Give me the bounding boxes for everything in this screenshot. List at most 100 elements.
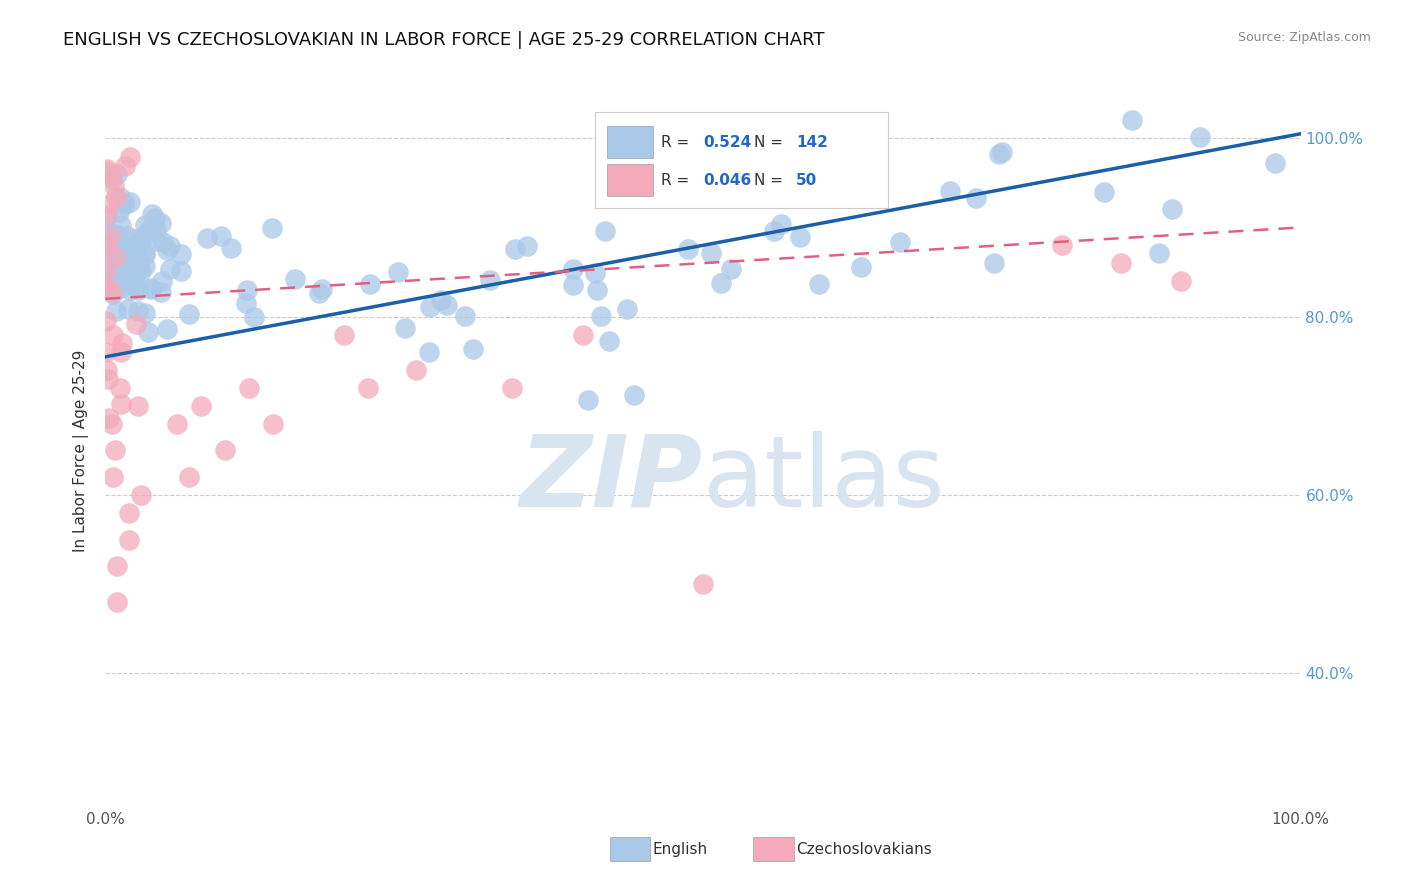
Point [585,283,607,297]
Point [101,236,124,251]
Point [807,277,830,292]
Point [117,241,139,255]
Point [145,222,167,236]
Point [96,344,118,359]
Point [1188,129,1211,144]
Point [118,283,141,297]
Point [115,260,138,275]
Point [105,167,128,181]
Text: English: English [652,842,709,857]
Point [1050,238,1073,252]
Point [107,595,129,609]
Point [101,417,124,431]
Point [988,147,1011,161]
FancyBboxPatch shape [754,838,794,862]
Point [678,242,700,256]
Point [461,342,484,356]
Point [97,372,120,386]
Point [101,232,124,246]
Point [131,264,153,278]
Point [111,246,134,260]
Point [107,559,129,574]
Point [107,244,129,258]
Point [214,443,236,458]
Point [128,234,150,248]
Text: N =: N = [755,172,789,187]
Point [96,226,118,240]
Point [112,195,135,210]
Point [96,162,118,177]
Point [139,280,162,294]
Point [104,244,127,259]
Point [115,228,138,243]
Point [97,226,120,240]
Point [105,227,128,241]
Point [134,244,156,259]
Point [108,281,131,295]
Point [238,381,260,395]
Point [333,327,356,342]
Point [96,208,118,222]
Point [141,207,163,221]
Point [103,327,125,342]
Point [104,250,127,264]
Point [139,222,162,236]
Point [770,217,793,231]
Point [94,314,117,328]
Point [143,211,166,226]
Point [118,262,141,277]
Point [149,285,172,300]
Point [262,417,284,431]
Point [623,388,645,402]
Point [863,188,886,202]
Point [127,399,149,413]
Point [152,235,174,249]
Point [110,246,132,260]
Point [990,145,1012,159]
Point [124,232,146,246]
Point [145,235,167,249]
Point [589,309,612,323]
Point [110,218,132,232]
Point [101,286,124,301]
FancyBboxPatch shape [607,127,652,158]
Point [849,260,872,274]
Point [125,244,148,259]
Point [110,345,132,359]
Point [125,317,148,331]
Point [260,221,283,235]
Point [108,205,131,219]
Point [235,295,257,310]
Point [115,275,138,289]
Point [1147,246,1170,260]
Point [108,381,131,395]
Point [430,293,453,308]
Point [576,392,599,407]
Point [96,211,118,226]
Point [111,275,134,289]
Point [115,249,138,263]
Point [562,261,585,276]
Point [159,262,181,277]
Point [598,334,620,349]
Point [190,399,212,413]
Point [170,247,193,261]
Text: 50: 50 [796,172,817,187]
FancyBboxPatch shape [596,112,889,208]
Point [127,245,149,260]
Point [110,276,132,290]
Text: ZIP: ZIP [520,431,703,527]
Point [149,216,172,230]
Point [98,229,121,244]
FancyBboxPatch shape [610,838,651,862]
Point [135,227,157,241]
Point [516,239,538,253]
Point [394,321,416,335]
Point [122,248,145,262]
Text: R =: R = [661,135,695,150]
Point [105,250,128,264]
Point [96,259,118,273]
Point [122,266,145,280]
Point [720,261,742,276]
Point [965,191,987,205]
